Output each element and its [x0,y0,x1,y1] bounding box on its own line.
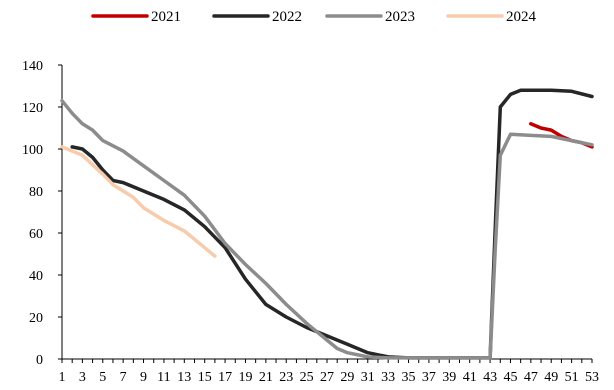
x-tick-label: 23 [279,370,293,385]
legend-label-2024: 2024 [506,9,537,25]
y-tick-label: 80 [29,185,43,200]
x-tick-label: 39 [442,370,456,385]
x-tick-label: 51 [565,370,579,385]
legend-label-2022: 2022 [272,9,302,25]
x-tick-label: 43 [483,370,497,385]
x-tick-label: 3 [79,370,86,385]
x-tick-label: 37 [422,370,436,385]
x-tick-label: 47 [524,370,538,385]
y-tick-label: 140 [22,59,43,74]
x-tick-label: 49 [544,370,558,385]
x-axis: 1 3 5 7 9 11 13 15 17 19 21 23 25 27 29 31 33 35 37 39 41 43 4… [59,358,599,385]
x-tick-label: 29 [340,370,354,385]
x-tick-label: 25 [300,370,314,385]
x-tick-label: 31 [361,370,375,385]
y-tick-label: 120 [22,101,43,116]
series-line-2024 [60,145,217,258]
x-tick-label: 7 [120,370,127,385]
y-tick-label: 20 [29,311,43,326]
x-tick-label: 11 [157,370,170,385]
x-tick-label: 9 [140,370,147,385]
y-tick-label: 40 [29,269,43,284]
x-tick-label: 15 [198,370,212,385]
x-tick-label: 41 [463,370,477,385]
legend-label-2021: 2021 [151,9,181,25]
series-line-2023 [60,98,594,360]
x-tick-label: 27 [320,370,334,385]
x-tick-label: 35 [402,370,416,385]
x-tick-label: 21 [259,370,273,385]
x-tick-label: 13 [177,370,191,385]
x-tick-label: 17 [218,370,232,385]
x-tick-label: 53 [585,370,599,385]
series-lines [60,88,594,360]
x-tick-label: 45 [503,370,517,385]
x-tick-label: 1 [59,370,66,385]
y-tick-label: 100 [22,143,43,158]
legend-label-2023: 2023 [385,9,415,25]
x-tick-label: 5 [99,370,106,385]
y-tick-label: 60 [29,227,43,242]
x-tick-label: 19 [238,370,252,385]
series-line-2022 [70,88,594,360]
chart-legend: 2021 2022 2023 2024 [91,9,537,25]
y-axis: 0 20 40 60 80 100 120 140 [22,59,63,368]
x-tick-label: 33 [381,370,395,385]
y-tick-label: 0 [36,353,43,368]
